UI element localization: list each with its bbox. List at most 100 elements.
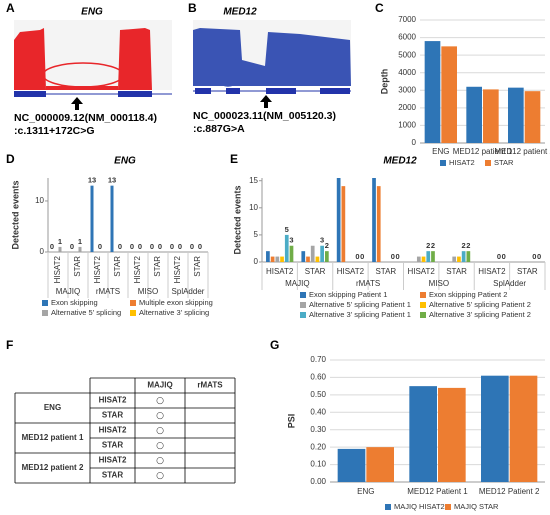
- table-cell: HISAT2: [99, 396, 127, 405]
- legend-swatch: [300, 312, 306, 318]
- group-label: MAJIQ: [56, 287, 80, 296]
- bar: [310, 245, 315, 262]
- x-tick-label: MED12 Patient 2: [479, 487, 540, 496]
- y-tick-label: 10: [35, 196, 44, 205]
- legend-swatch: [420, 292, 426, 298]
- panel-label: F: [6, 338, 13, 352]
- y-tick-label: 3000: [398, 85, 416, 94]
- group-label: MAJIQ: [285, 279, 309, 288]
- data-label: 0: [502, 252, 506, 261]
- y-tick-label: 6000: [398, 33, 416, 42]
- bar: [466, 251, 471, 262]
- y-tick-label: 0: [254, 257, 259, 266]
- table-cell: MED12 patient 1: [22, 433, 84, 442]
- data-label: 0: [360, 252, 364, 261]
- legend-label: Exon skipping Patient 1: [309, 290, 387, 299]
- data-label: 0: [98, 242, 102, 251]
- bar: [336, 178, 341, 262]
- y-tick-label: 0.50: [310, 390, 326, 399]
- table-cell: MED12 patient 2: [22, 463, 84, 472]
- bar: [524, 91, 541, 143]
- coverage: [118, 28, 152, 90]
- legend-swatch: [42, 300, 48, 306]
- bar: [78, 246, 82, 252]
- y-tick-label: 5000: [398, 50, 416, 59]
- y-axis-title: Depth: [379, 69, 389, 95]
- sashimi-title: MED12: [223, 7, 257, 18]
- data-label: 2: [431, 241, 435, 250]
- legend-swatch: [130, 310, 136, 316]
- table-cell: ○: [156, 456, 164, 466]
- exon: [320, 88, 350, 94]
- data-label: 2: [325, 241, 329, 250]
- data-label: 3: [289, 236, 293, 245]
- sashimi-title: ENG: [81, 7, 103, 18]
- table-header: MAJIQ: [147, 381, 172, 390]
- legend-swatch: [300, 292, 306, 298]
- data-label: 1: [58, 237, 62, 246]
- legend-swatch: [130, 300, 136, 306]
- y-tick-label: 10: [249, 203, 258, 212]
- variant: :c.1311+172C>G: [14, 125, 95, 137]
- y-tick-label: 0.00: [310, 477, 326, 486]
- panel-label: G: [270, 338, 279, 352]
- x-tick-label: STAR: [517, 267, 538, 276]
- coverage: [193, 28, 351, 86]
- bar: [416, 256, 421, 262]
- legend-swatch: [300, 302, 306, 308]
- x-tick-label: STAR: [113, 256, 122, 277]
- data-label: 0: [355, 252, 359, 261]
- exon: [266, 88, 296, 94]
- data-label: 0: [190, 242, 194, 251]
- bar: [508, 87, 524, 143]
- table-cell: HISAT2: [99, 456, 127, 465]
- bar: [481, 375, 509, 482]
- x-tick-label: HISAT2: [133, 255, 142, 283]
- bar: [315, 256, 320, 262]
- x-tick-label: MED12 Patient 1: [407, 487, 468, 496]
- exon: [14, 91, 46, 97]
- data-label: 13: [108, 176, 116, 185]
- bar: [426, 251, 431, 262]
- data-label: 0: [396, 252, 400, 261]
- exon: [195, 88, 211, 94]
- exon: [226, 88, 240, 94]
- data-label: 13: [88, 176, 96, 185]
- y-tick-label: 0.30: [310, 425, 326, 434]
- legend-label: MAJIQ STAR: [454, 502, 499, 511]
- bar: [90, 185, 94, 252]
- legend-swatch: [485, 160, 491, 166]
- table-header: rMATS: [197, 381, 223, 390]
- legend-label: MAJIQ HISAT2: [394, 502, 445, 511]
- data-label: 0: [118, 242, 122, 251]
- data-label: 0: [70, 242, 74, 251]
- table-cell: STAR: [102, 471, 123, 480]
- x-tick-label: HISAT2: [407, 267, 435, 276]
- bar: [457, 256, 461, 262]
- bar: [509, 375, 538, 482]
- data-label: 0: [150, 242, 154, 251]
- bar: [324, 251, 329, 262]
- group-label: SplAdder: [172, 287, 205, 296]
- variant: :c.887G>A: [193, 123, 245, 135]
- data-label: 0: [158, 242, 162, 251]
- group-label: rMATS: [356, 279, 380, 288]
- data-label: 2: [462, 241, 466, 250]
- y-tick-label: 0.70: [310, 355, 326, 364]
- y-tick-label: 0.10: [310, 460, 326, 469]
- data-label: 0: [130, 242, 134, 251]
- bar: [372, 178, 376, 262]
- y-tick-label: 0.60: [310, 373, 326, 382]
- table-cell: ○: [156, 471, 164, 481]
- data-label: 0: [532, 252, 536, 261]
- panel-label: D: [6, 152, 15, 166]
- x-tick-label: STAR: [446, 267, 467, 276]
- x-tick-label: STAR: [305, 267, 326, 276]
- x-tick-label: MED12 patient 1: [453, 147, 513, 156]
- y-tick-label: 15: [249, 176, 258, 185]
- data-label: 3: [320, 236, 324, 245]
- table-cell: ○: [156, 441, 164, 451]
- data-label: 2: [466, 241, 470, 250]
- variant: NC_000009.12(NM_000118.4): [14, 112, 157, 124]
